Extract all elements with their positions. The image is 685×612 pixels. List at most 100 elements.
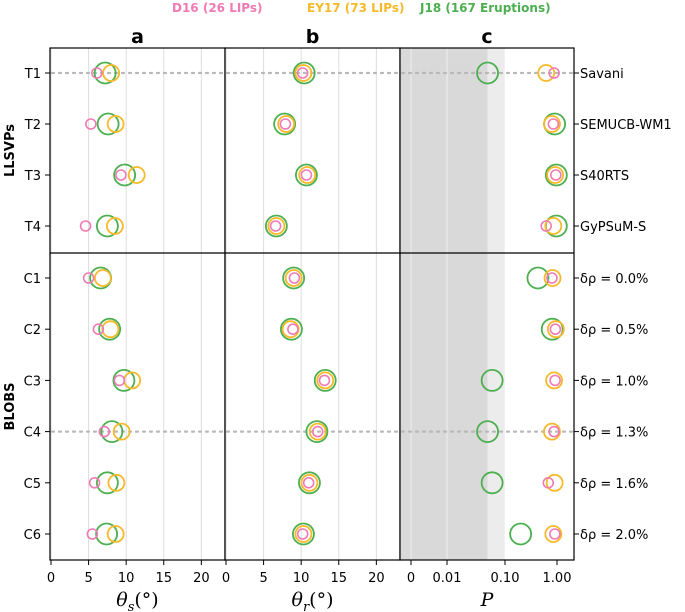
- marker-ey17-t3: [546, 166, 565, 184]
- panel-a: 0 5 10 15 20 a θs(°): [47, 26, 226, 612]
- row-label-c3: C3: [24, 374, 41, 389]
- x-tick-label: 20: [368, 571, 385, 586]
- right-labels: Savani SEMUCB-WM1 S40RTS GyPSuM-S δρ = 0.0% δ…: [574, 67, 672, 543]
- marker-j18-c6: [292, 522, 315, 546]
- marker-ey17-t2: [277, 115, 296, 133]
- marker-d16-c2: [549, 323, 562, 336]
- marker-d16-c4: [98, 425, 111, 438]
- x-tick-label: 0: [222, 571, 230, 586]
- marker-ey17-c4: [112, 422, 131, 441]
- marker-ey17-c4: [543, 422, 561, 441]
- marker-d16-c1: [82, 272, 95, 284]
- marker-j18-c2: [540, 317, 564, 341]
- marker-d16-c5: [542, 476, 555, 489]
- marker-ey17-t2: [543, 115, 561, 133]
- marker-ey17-c5: [107, 473, 126, 492]
- marker-j18-c5: [298, 471, 321, 495]
- marker-ey17-c6: [106, 525, 125, 543]
- legend-ey17: EY17 (73 LIPs): [307, 1, 404, 15]
- marker-d16-t1: [296, 67, 309, 79]
- marker-j18-c3: [313, 368, 337, 392]
- marker-d16-c2: [287, 323, 299, 336]
- marker-ey17-c1: [543, 269, 562, 287]
- marker-ey17-c1: [284, 269, 303, 287]
- group-label-blobs: BLOBS: [3, 382, 18, 430]
- marker-ey17-t4: [267, 217, 286, 235]
- group-label-llsvps: LLSVPs: [3, 124, 18, 177]
- marker-ey17-c5: [300, 473, 319, 492]
- panel-b: 0 5 10 15 20 b θr(°): [222, 26, 401, 612]
- row-label-t3: T3: [24, 169, 41, 184]
- panel-letter: b: [306, 26, 320, 48]
- right-label-3: GyPSuM-S: [580, 220, 646, 235]
- marker-j18-c1: [282, 266, 306, 290]
- row-label-c5: C5: [24, 477, 41, 492]
- marker-ey17-c1: [93, 269, 112, 287]
- x-tick-label: 5: [259, 571, 267, 586]
- marker-d16-t2: [85, 118, 97, 130]
- panel-letter: a: [131, 26, 144, 48]
- legend-j18: J18 (167 Eruptions): [419, 1, 551, 15]
- x-tick-label: 5: [84, 571, 92, 586]
- marker-j18-t3: [544, 163, 568, 187]
- right-label-0: Savani: [580, 67, 624, 82]
- marker-ey17-t3: [127, 166, 146, 184]
- right-label-5: δρ = 0.5%: [580, 323, 648, 338]
- marker-d16-c6: [296, 528, 309, 540]
- marker-d16-t2: [279, 118, 292, 130]
- marker-j18-c6: [509, 522, 533, 546]
- marker-j18-c6: [95, 522, 119, 546]
- right-label-1: SEMUCB-WM1: [580, 118, 672, 133]
- marker-d16-c1: [288, 272, 301, 284]
- right-label-7: δρ = 1.3%: [580, 426, 648, 441]
- marker-d16-t4: [540, 220, 553, 232]
- row-label-c2: C2: [24, 323, 41, 338]
- marker-d16-t4: [79, 220, 92, 232]
- row-label-t2: T2: [24, 118, 41, 133]
- marker-ey17-c2: [546, 320, 565, 339]
- marker-ey17-c3: [316, 371, 335, 390]
- x-tick-label: 10: [293, 571, 310, 586]
- marker-j18-c4: [476, 420, 499, 444]
- row-labels: T1 T2 T3 T4 C1 C2 C3 C4 C5 C6: [24, 67, 50, 543]
- marker-ey17-t1: [102, 64, 121, 82]
- panel-frame: [399, 47, 575, 561]
- marker-j18-c3: [112, 368, 136, 392]
- marker-j18-c4: [305, 420, 329, 444]
- marker-j18-c5: [480, 471, 504, 495]
- marker-d16-c3: [318, 374, 331, 387]
- marker-j18-t1: [292, 61, 316, 85]
- marker-d16-c1: [546, 272, 558, 284]
- panels: 0 5 10 15 20 a θs(°) 0 5 10 15 20 b θr(°) 0 0.01 0.10 1.0…: [47, 26, 575, 612]
- marker-j18-t2: [96, 112, 120, 136]
- legend-d16: D16 (26 LIPs): [172, 1, 263, 15]
- marker-j18-c5: [95, 471, 119, 495]
- marker-ey17-c6: [544, 525, 563, 543]
- x-tick-label: 0: [407, 571, 415, 586]
- x-tick-label: 0.10: [491, 571, 520, 586]
- marker-ey17-t4: [105, 217, 124, 235]
- marker-d16-c4: [311, 425, 324, 438]
- marker-d16-t3: [300, 169, 313, 181]
- marker-d16-t3: [550, 169, 562, 181]
- x-tick-label: 20: [193, 571, 210, 586]
- marker-d16-t2: [547, 118, 560, 130]
- marker-j18-t1: [93, 61, 117, 85]
- row-label-t1: T1: [24, 67, 41, 82]
- marker-ey17-c5: [545, 473, 564, 492]
- marker-ey17-t1: [537, 64, 556, 82]
- row-label-c6: C6: [24, 528, 41, 543]
- row-label-t4: T4: [24, 220, 41, 235]
- right-label-8: δρ = 1.6%: [580, 477, 648, 492]
- marker-ey17-t4: [544, 217, 563, 235]
- marker-j18-t4: [95, 214, 119, 238]
- marker-d16-c3: [549, 374, 561, 387]
- marker-d16-c6: [86, 528, 99, 540]
- marker-j18-c2: [98, 317, 122, 341]
- marker-d16-c4: [548, 425, 560, 438]
- marker-j18-t2: [273, 112, 297, 136]
- marker-d16-t1: [91, 67, 103, 79]
- marker-j18-t1: [476, 61, 499, 85]
- group-labels: LLSVPs BLOBS: [3, 124, 18, 431]
